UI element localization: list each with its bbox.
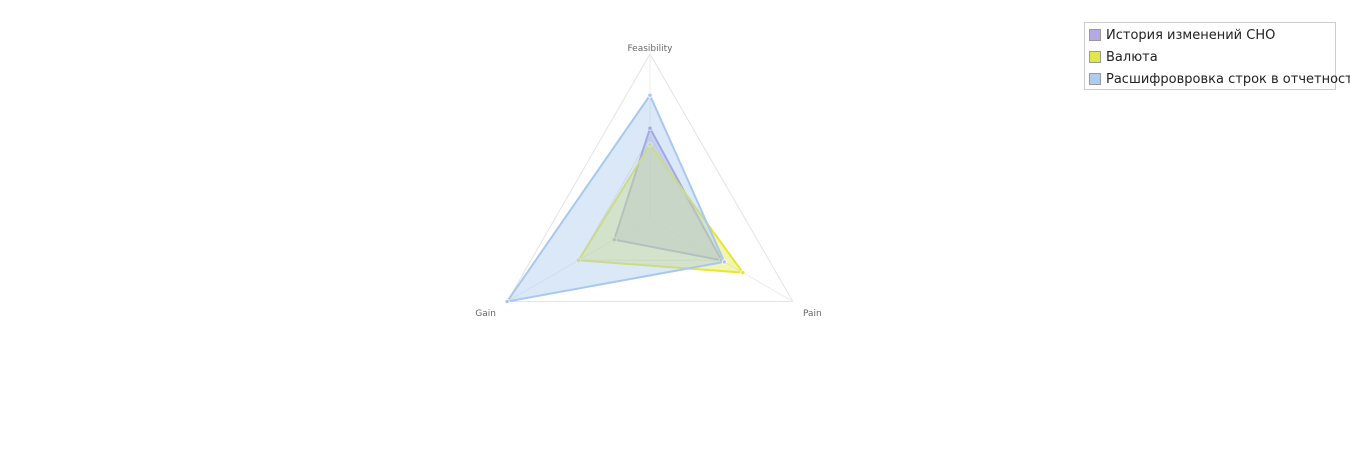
legend-label: Расшифровровка строк в отчетности [1106,72,1350,87]
series-group [505,93,727,304]
axis-label-gain: Gain [475,309,496,319]
legend-label: Валюта [1106,50,1158,65]
data-point[interactable] [505,299,509,303]
data-point[interactable] [741,270,745,274]
data-point[interactable] [648,93,652,97]
axis-label-feasibility: Feasibility [628,44,674,54]
legend-label: История изменений СНО [1106,28,1275,43]
legend-swatch [1089,73,1101,85]
axis-label-pain: Pain [803,309,822,319]
legend-item[interactable]: Валюта [1089,47,1158,67]
legend: История изменений СНО Валюта Расшифровро… [1084,22,1336,90]
data-point[interactable] [722,260,726,264]
legend-swatch [1089,29,1101,41]
legend-item[interactable]: История изменений СНО [1089,25,1275,45]
series-layer [505,93,745,304]
legend-swatch [1089,51,1101,63]
legend-item[interactable]: Расшифровровка строк в отчетности [1089,69,1350,89]
